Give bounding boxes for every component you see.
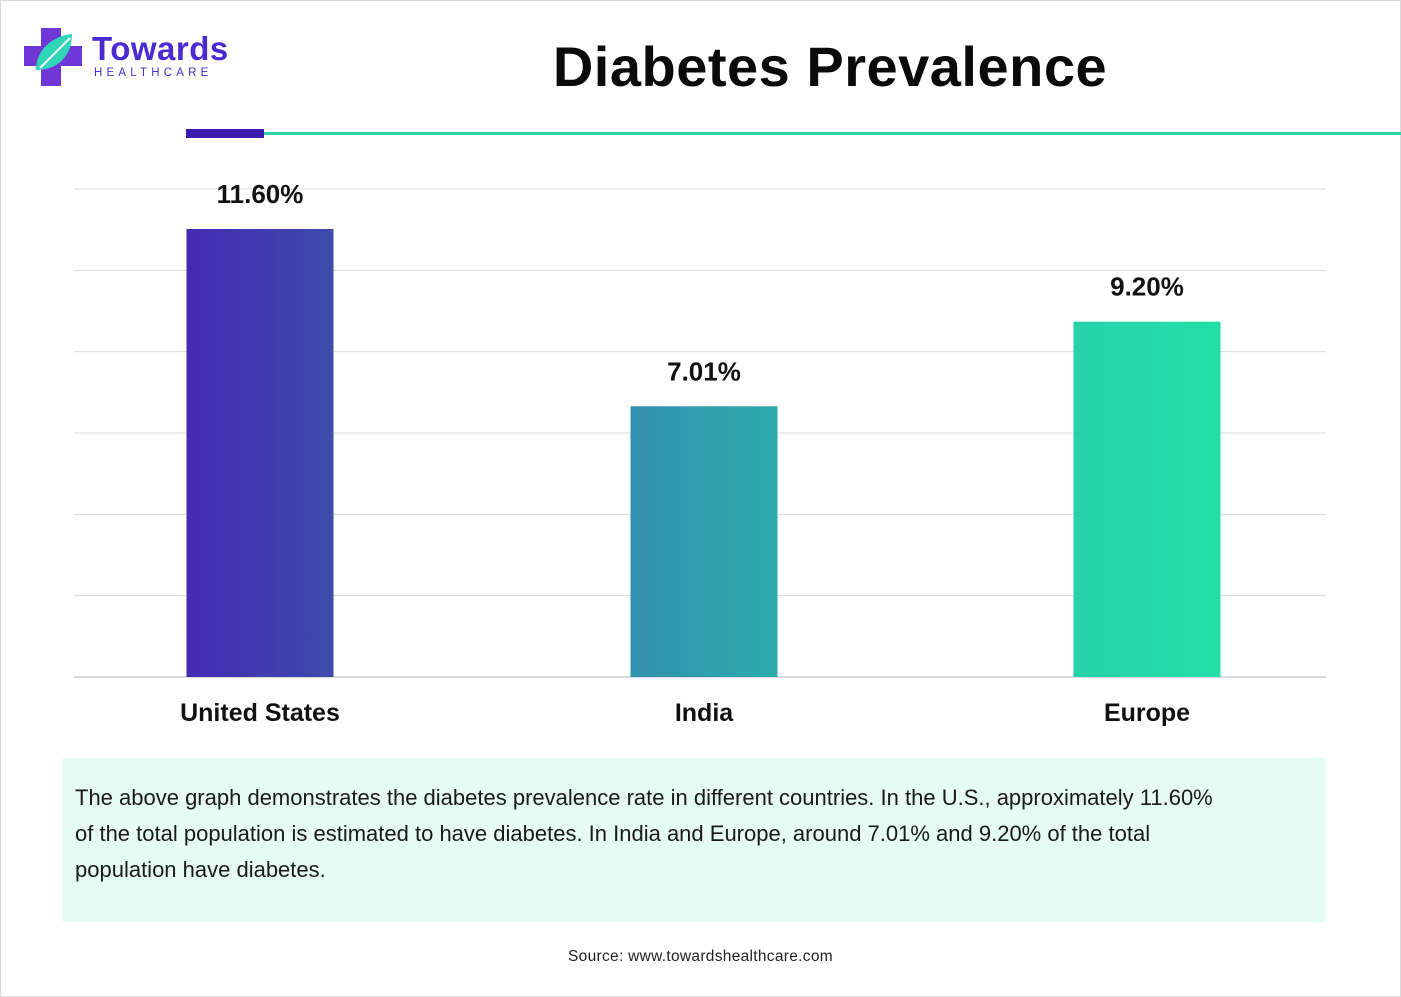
category-tick-label: United States xyxy=(180,699,340,727)
data-label: 7.01% xyxy=(667,356,741,386)
data-label: 11.60% xyxy=(217,179,304,209)
description-panel: The above graph demonstrates the diabete… xyxy=(62,758,1326,922)
bar-chart: 11.60% United States 7.01% India 9.20% Europe xyxy=(74,179,1326,727)
brand-name: Towards xyxy=(92,30,229,67)
bar-united-states xyxy=(186,229,334,677)
title-divider-accent xyxy=(186,129,264,138)
bar-india xyxy=(630,406,778,677)
chart-title: Diabetes Prevalence xyxy=(552,35,1108,98)
data-label: 9.20% xyxy=(1110,272,1184,302)
bar-europe xyxy=(1073,321,1221,677)
brand-subtitle: HEALTHCARE xyxy=(94,67,213,79)
healthcare-cross-leaf-icon xyxy=(24,28,82,86)
description-text: The above graph demonstrates the diabete… xyxy=(75,785,1213,882)
source-note: Source: www.towardshealthcare.com xyxy=(568,948,833,965)
category-tick-label: Europe xyxy=(1104,699,1190,727)
category-tick-label: India xyxy=(675,699,734,727)
title-divider xyxy=(186,132,1401,135)
brand-logo: Towards HEALTHCARE xyxy=(22,26,242,88)
